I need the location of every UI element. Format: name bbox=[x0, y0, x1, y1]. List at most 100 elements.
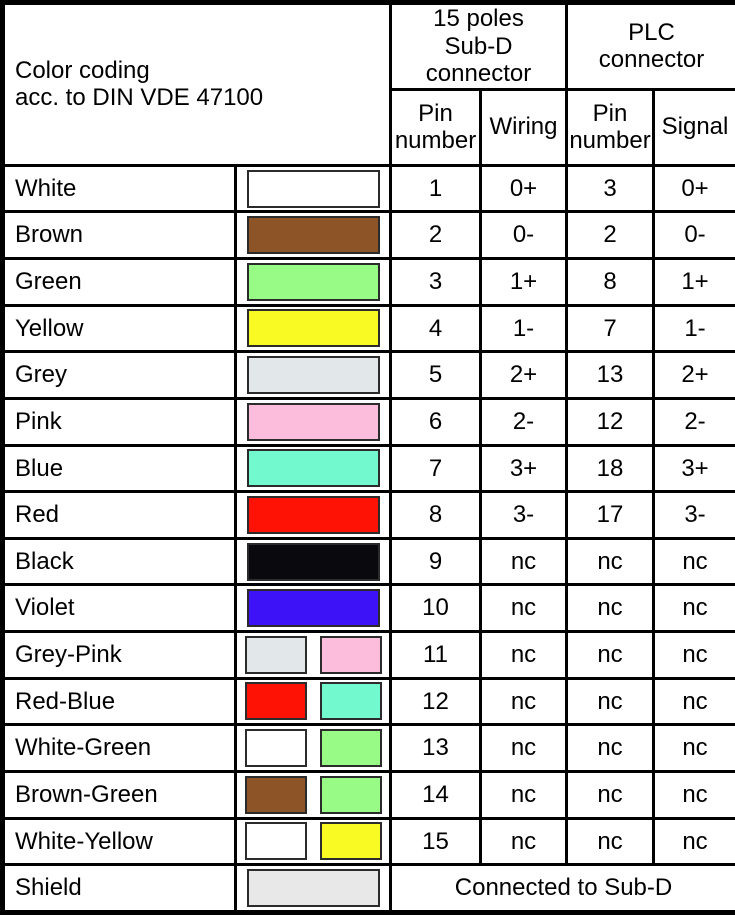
color-name-cell: Red-Blue bbox=[1, 676, 237, 727]
wiring-cell: nc bbox=[479, 630, 568, 680]
color-name-cell: Grey bbox=[1, 350, 237, 400]
table-row: Brown 2 0- 2 0- bbox=[1, 210, 735, 261]
color-swatch bbox=[246, 216, 380, 255]
color-name-cell: Green bbox=[1, 257, 237, 307]
pin-plc-cell: 12 bbox=[565, 396, 655, 447]
signal-cell: nc bbox=[652, 769, 735, 820]
color-name-cell: Brown-Green bbox=[1, 769, 237, 820]
signal-cell: nc bbox=[652, 676, 735, 727]
color-swatch bbox=[246, 589, 380, 628]
pin-subd-cell: 14 bbox=[389, 769, 482, 820]
wiring-cell: 2+ bbox=[479, 350, 568, 400]
color-swatch bbox=[319, 682, 382, 721]
color-name-cell: Red bbox=[1, 490, 237, 540]
color-swatch-cell bbox=[234, 257, 392, 307]
color-swatch bbox=[244, 682, 307, 721]
color-swatch-cell bbox=[234, 536, 392, 587]
signal-cell: 1- bbox=[652, 303, 735, 354]
signal-cell: nc bbox=[652, 536, 735, 587]
pin-plc-cell: nc bbox=[565, 816, 655, 867]
color-name-cell: White bbox=[1, 163, 237, 214]
wiring-cell: 1- bbox=[479, 303, 568, 354]
pin-plc-cell: 3 bbox=[565, 163, 655, 214]
pin-subd-cell: 8 bbox=[389, 490, 482, 540]
color-swatch bbox=[246, 449, 380, 488]
color-swatch bbox=[246, 495, 380, 534]
header-row-columns: Pin number Wiring Pin number Signal bbox=[3, 87, 735, 167]
group-header-plc-connector: PLC connector bbox=[565, 1, 735, 91]
pin-subd-cell: 9 bbox=[389, 536, 482, 587]
wiring-cell: 3- bbox=[479, 490, 568, 540]
color-name-cell: White-Green bbox=[1, 723, 237, 773]
color-swatch-cell bbox=[234, 816, 392, 867]
color-swatch-cell bbox=[234, 583, 392, 634]
color-swatch bbox=[319, 775, 382, 814]
color-name-cell: Pink bbox=[1, 396, 237, 447]
signal-cell: nc bbox=[652, 723, 735, 773]
swatch-group bbox=[239, 542, 388, 581]
table-title: Color coding acc. to DIN VDE 47100 bbox=[1, 1, 392, 167]
wiring-cell: nc bbox=[479, 676, 568, 727]
table-row: Yellow 4 1- 7 1- bbox=[1, 303, 735, 354]
color-name-cell: Blue bbox=[1, 443, 237, 494]
color-name-cell: Brown bbox=[1, 210, 237, 261]
color-swatch bbox=[244, 729, 307, 768]
pin-plc-cell: nc bbox=[565, 536, 655, 587]
pin-plc-cell: nc bbox=[565, 583, 655, 634]
color-swatch-cell bbox=[234, 303, 392, 354]
pin-subd-cell: 12 bbox=[389, 676, 482, 727]
pin-subd-cell: 4 bbox=[389, 303, 482, 354]
color-swatch bbox=[319, 635, 382, 674]
color-swatch-cell bbox=[234, 630, 392, 680]
color-name-cell: Violet bbox=[1, 583, 237, 634]
pin-subd-cell: 3 bbox=[389, 257, 482, 307]
swatch-group bbox=[239, 589, 388, 628]
table-row: Grey-Pink 11 nc nc nc bbox=[1, 630, 735, 680]
color-swatch-cell bbox=[234, 723, 392, 773]
swatch-group bbox=[239, 449, 388, 488]
wiring-cell: 3+ bbox=[479, 443, 568, 494]
pin-plc-cell: 2 bbox=[565, 210, 655, 261]
wiring-cell: nc bbox=[479, 816, 568, 867]
table-row: White 1 0+ 3 0+ bbox=[1, 163, 735, 214]
pin-plc-cell: 17 bbox=[565, 490, 655, 540]
color-swatch bbox=[246, 542, 380, 581]
color-swatch-cell bbox=[234, 443, 392, 494]
color-swatch bbox=[246, 356, 380, 395]
pin-plc-cell: nc bbox=[565, 630, 655, 680]
table-row: Green 3 1+ 8 1+ bbox=[1, 257, 735, 307]
wiring-cell: nc bbox=[479, 769, 568, 820]
color-swatch bbox=[246, 309, 380, 348]
color-swatch-cell bbox=[234, 490, 392, 540]
color-swatch-cell bbox=[234, 863, 392, 914]
color-name-cell: Shield bbox=[1, 863, 237, 914]
color-name-cell: Grey-Pink bbox=[1, 630, 237, 680]
color-swatch-cell bbox=[234, 210, 392, 261]
wiring-cell: 0- bbox=[479, 210, 568, 261]
color-swatch-cell bbox=[234, 163, 392, 214]
color-name-cell: White-Yellow bbox=[1, 816, 237, 867]
swatch-group bbox=[239, 682, 388, 721]
signal-cell: 3+ bbox=[652, 443, 735, 494]
swatch-group bbox=[239, 495, 388, 534]
swatch-group bbox=[239, 169, 388, 208]
pin-subd-cell: 1 bbox=[389, 163, 482, 214]
pin-plc-cell: 8 bbox=[565, 257, 655, 307]
color-swatch bbox=[246, 169, 380, 208]
color-swatch bbox=[244, 635, 307, 674]
column-header-wiring: Wiring bbox=[479, 87, 568, 167]
swatch-group bbox=[239, 775, 388, 814]
pin-plc-cell: nc bbox=[565, 769, 655, 820]
swatch-group bbox=[239, 262, 388, 301]
color-swatch-cell bbox=[234, 769, 392, 820]
pin-plc-cell: 7 bbox=[565, 303, 655, 354]
swatch-group bbox=[239, 729, 388, 768]
pin-subd-cell: 2 bbox=[389, 210, 482, 261]
table-row: White-Yellow 15 nc nc nc bbox=[1, 816, 735, 867]
wiring-cell: nc bbox=[479, 536, 568, 587]
color-swatch-cell bbox=[234, 350, 392, 400]
table-row: Blue 7 3+ 18 3+ bbox=[1, 443, 735, 494]
pin-subd-cell: 11 bbox=[389, 630, 482, 680]
